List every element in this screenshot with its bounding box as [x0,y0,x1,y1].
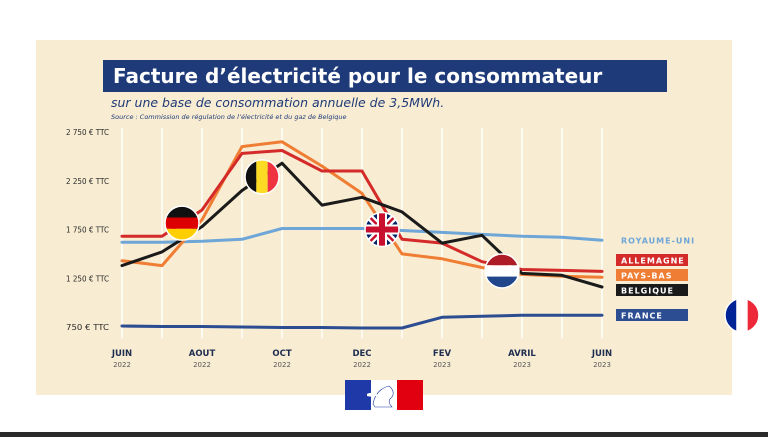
x-tick-year: 2022 [273,361,291,369]
x-tick-year: 2023 [593,361,611,369]
flag-uk-icon [364,211,400,248]
y-tick-label: 2 750 € TTC [66,128,109,137]
french-government-logo [345,380,423,410]
x-tick-month: FEV [433,349,452,359]
y-tick-label: 750 € TTC [66,323,109,332]
y-tick-label: 1 750 € TTC [66,226,109,235]
legend-item-france: FRANCE [616,309,688,321]
x-tick-month: AOUT [189,349,216,359]
flag-france-icon [724,297,760,334]
flag-germany-icon [164,205,200,241]
chart-source: Source : Commission de régulation de l’é… [111,113,347,121]
x-tick-year: 2023 [433,361,451,369]
y-tick-label: 2 250 € TTC [66,177,109,186]
series-line-allemagne [120,149,604,273]
x-tick-year: 2023 [513,361,531,369]
chart-title: Facture d’électricité pour le consommate… [103,60,667,92]
flag-netherlands-icon [484,253,520,289]
chart-subtitle: sur une base de consommation annuelle de… [111,95,445,110]
legend-item-belgique: BELGIQUE [616,284,688,296]
bottom-divider [0,432,768,437]
x-tick-year: 2022 [193,361,211,369]
legend-label: FRANCE [621,312,663,321]
x-tick-month: JUIN [111,349,132,359]
x-tick-year: 2022 [353,361,371,369]
legend-item-pays-bas: PAYS-BAS [616,269,688,281]
legend-label: PAYS-BAS [621,272,672,281]
series-line-france [120,313,604,330]
series-line-belgique [120,161,604,289]
x-tick-month: OCT [272,349,291,359]
x-tick-year: 2022 [113,361,131,369]
x-tick-month: JUIN [591,349,612,359]
legend-label: BELGIQUE [621,287,674,296]
legend-label: ALLEMAGNE [621,257,685,266]
y-tick-label: 1 250 € TTC [66,274,109,283]
legend-item-allemagne: ALLEMAGNE [616,254,688,266]
series-line-royaume-uni [120,227,604,244]
x-tick-month: DEC [352,349,371,359]
legend-item-royaume-uni: ROYAUME-UNI [616,234,695,246]
x-tick-month: AVRIL [508,349,536,359]
flag-belgium-icon [244,159,280,195]
legend-label: ROYAUME-UNI [621,237,695,246]
